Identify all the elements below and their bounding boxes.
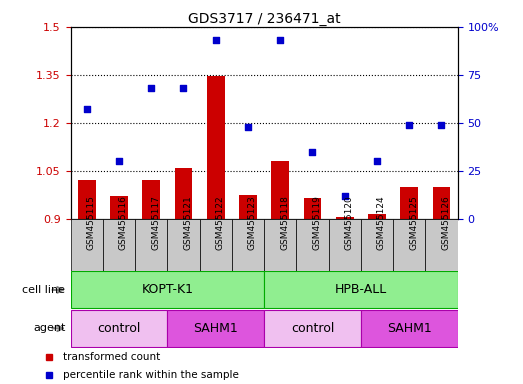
Bar xyxy=(368,214,386,219)
Bar xyxy=(71,219,103,271)
Bar xyxy=(271,161,289,219)
Bar xyxy=(103,219,135,271)
Bar xyxy=(71,310,167,347)
Text: GSM455122: GSM455122 xyxy=(216,196,225,250)
Point xyxy=(83,106,91,113)
Text: GSM455125: GSM455125 xyxy=(409,196,418,250)
Point xyxy=(244,124,252,130)
Text: cell line: cell line xyxy=(22,285,65,295)
Point xyxy=(115,158,123,164)
Text: HPB-ALL: HPB-ALL xyxy=(335,283,387,296)
Text: GSM455123: GSM455123 xyxy=(248,196,257,250)
Text: control: control xyxy=(97,322,141,335)
Text: SAHM1: SAHM1 xyxy=(194,322,238,335)
Text: GSM455118: GSM455118 xyxy=(280,195,289,250)
Bar xyxy=(167,310,264,347)
Point xyxy=(179,85,188,91)
Title: GDS3717 / 236471_at: GDS3717 / 236471_at xyxy=(188,12,340,26)
Text: GSM455121: GSM455121 xyxy=(184,196,192,250)
Bar xyxy=(175,168,192,219)
Bar xyxy=(232,219,264,271)
Text: percentile rank within the sample: percentile rank within the sample xyxy=(63,370,239,380)
Text: GSM455120: GSM455120 xyxy=(345,196,354,250)
Point xyxy=(147,85,155,91)
Bar xyxy=(297,219,328,271)
Text: GSM455115: GSM455115 xyxy=(87,195,96,250)
Bar xyxy=(200,219,232,271)
Text: GSM455124: GSM455124 xyxy=(377,196,386,250)
Bar xyxy=(239,195,257,219)
Bar xyxy=(71,271,264,308)
Point xyxy=(340,193,349,199)
Bar xyxy=(142,180,160,219)
Bar xyxy=(167,219,200,271)
Bar xyxy=(264,310,361,347)
Text: KOPT-K1: KOPT-K1 xyxy=(141,283,194,296)
Bar xyxy=(135,219,167,271)
Point xyxy=(309,149,317,155)
Bar xyxy=(361,310,458,347)
Text: GSM455126: GSM455126 xyxy=(441,196,450,250)
Point xyxy=(373,158,381,164)
Text: GSM455117: GSM455117 xyxy=(151,195,160,250)
Text: control: control xyxy=(291,322,334,335)
Point xyxy=(405,122,413,128)
Bar xyxy=(110,197,128,219)
Bar xyxy=(328,219,361,271)
Bar xyxy=(264,271,458,308)
Text: SAHM1: SAHM1 xyxy=(387,322,431,335)
Bar xyxy=(264,219,297,271)
Bar xyxy=(336,217,354,219)
Point xyxy=(437,122,446,128)
Text: GSM455116: GSM455116 xyxy=(119,195,128,250)
Bar xyxy=(78,180,96,219)
Bar xyxy=(207,76,224,219)
Point xyxy=(276,37,285,43)
Bar xyxy=(361,219,393,271)
Text: agent: agent xyxy=(33,323,65,333)
Bar xyxy=(433,187,450,219)
Bar xyxy=(401,187,418,219)
Text: GSM455119: GSM455119 xyxy=(313,195,322,250)
Text: transformed count: transformed count xyxy=(63,352,160,362)
Bar xyxy=(304,198,321,219)
Point xyxy=(211,37,220,43)
Bar xyxy=(425,219,458,271)
Bar xyxy=(393,219,425,271)
